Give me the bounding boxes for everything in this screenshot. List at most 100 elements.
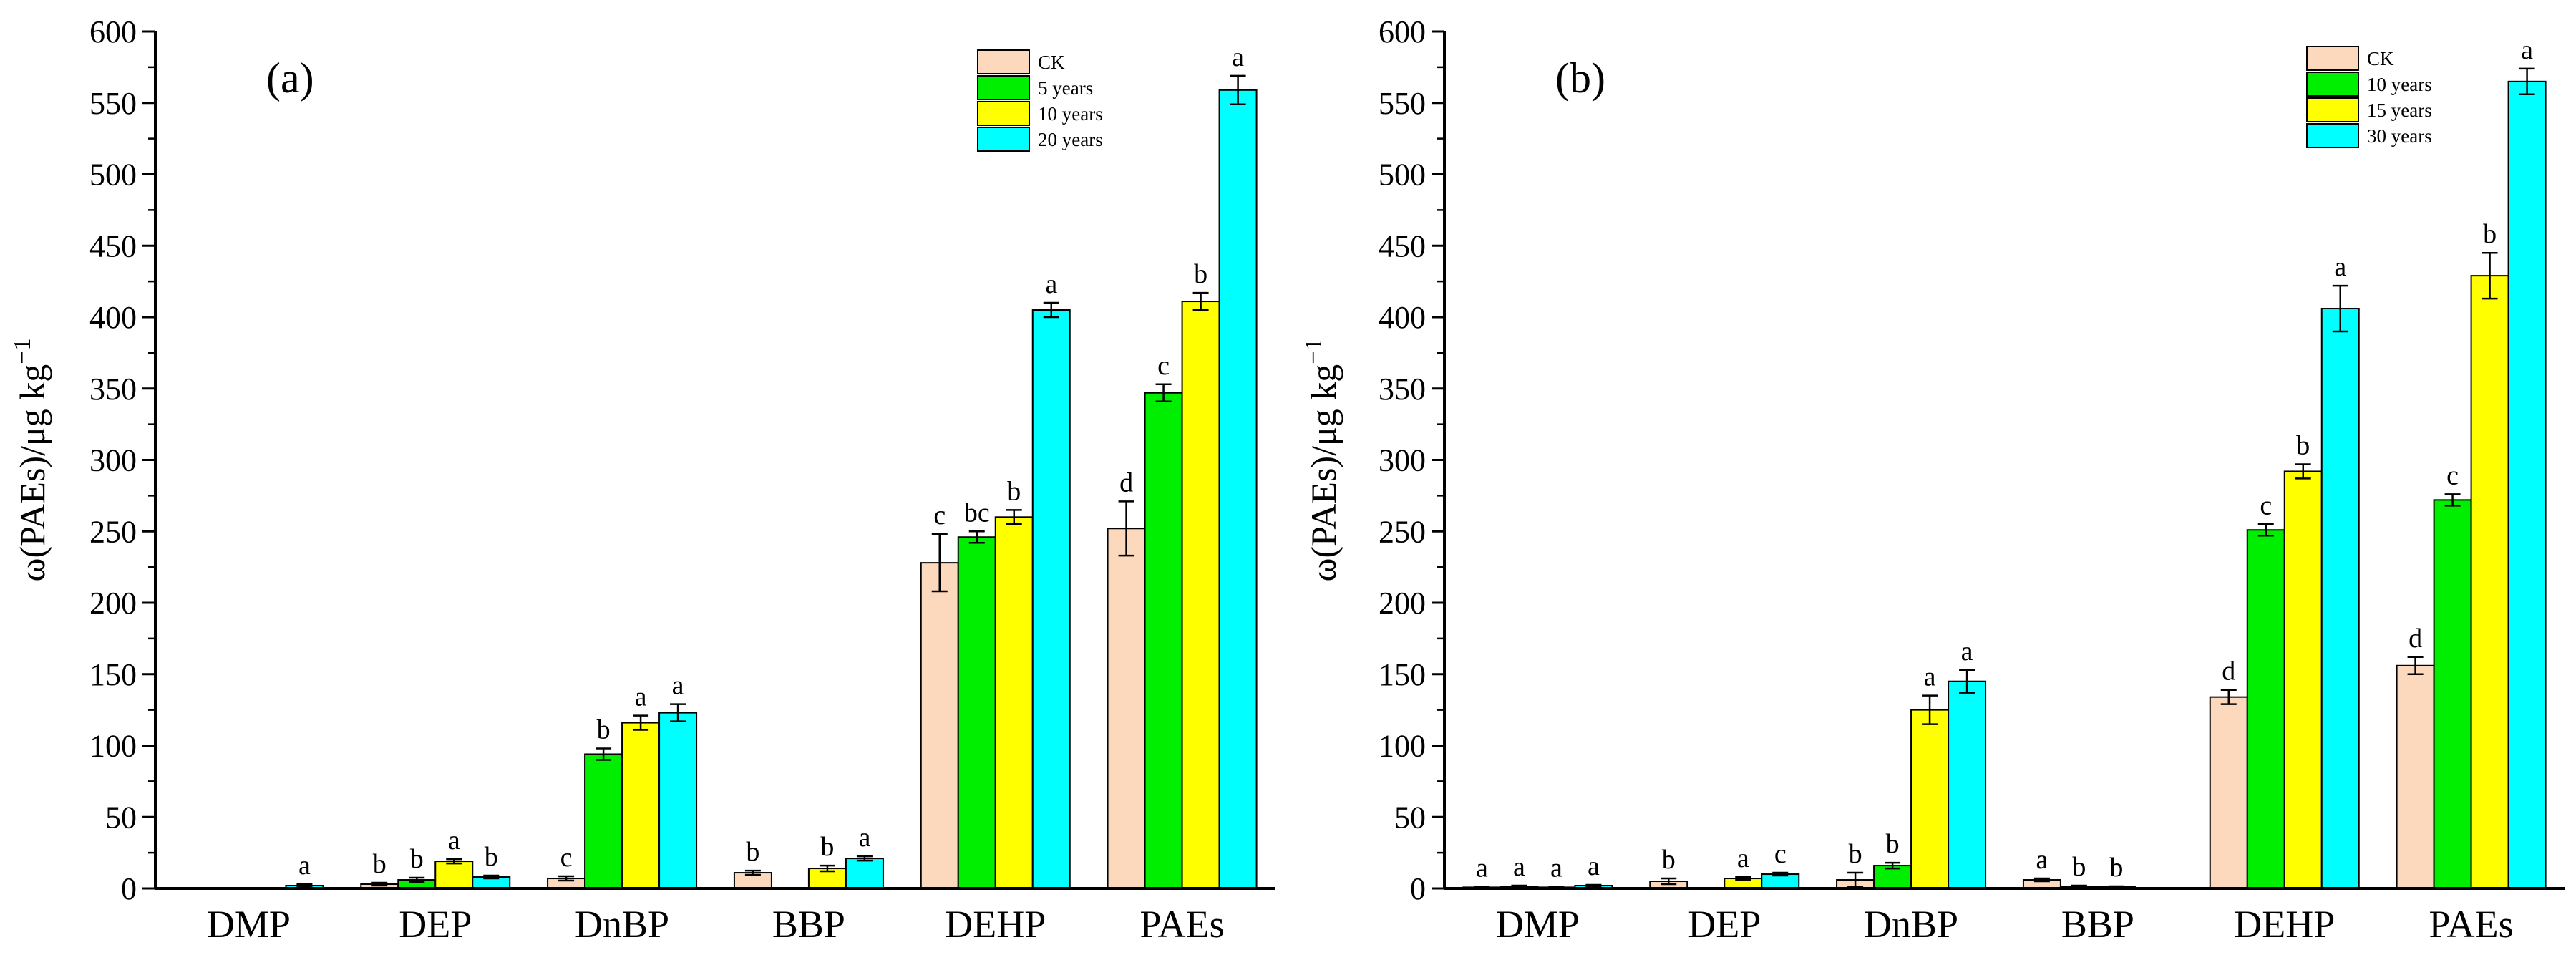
y-tick-label: 300 [89,443,137,478]
significance-label: b [373,849,387,879]
x-tick-label: DEHP [2234,903,2335,946]
bar-PAEs-5-years [1144,392,1183,889]
legend-label: 30 years [2367,125,2432,147]
bar-DEHP-10-years [994,516,1034,889]
bar-PAEs-15-years [2470,275,2509,889]
bar-DnBP-30-years [1948,680,1987,889]
legend-label: 10 years [1038,103,1103,125]
x-tick-label: DMP [207,903,291,946]
significance-label: a [1737,843,1749,873]
panel-label: (a) [266,54,314,102]
y-axis-label-superscript: −1 [1301,339,1327,364]
bar-DEHP-CK [2209,696,2248,889]
legend-swatch [977,49,1030,74]
y-tick-label: 100 [89,729,137,764]
significance-label: b [2483,219,2497,249]
y-tick-label: 500 [1379,157,1426,193]
y-tick-label: 350 [1379,372,1426,407]
legend-swatch [2306,97,2359,122]
legend-swatch [977,75,1030,100]
bar-DnBP-5-years [584,753,623,889]
significance-label: a [1924,662,1936,692]
significance-label: a [448,825,460,855]
significance-label: b [1194,259,1207,289]
significance-label: b [2296,430,2310,460]
bar-PAEs-CK [1107,528,1146,889]
legend-label: 20 years [1038,129,1103,150]
significance-label: bc [964,498,990,528]
significance-label: b [1886,829,1900,859]
bar-PAEs-10-years [2433,499,2472,889]
bar-DEHP-CK [920,562,959,889]
legend-swatch [2306,123,2359,148]
significance-label: d [1119,467,1133,498]
x-tick-label: DEP [399,903,472,946]
y-tick-label: 550 [89,86,137,121]
bar-PAEs-CK [2396,664,2435,890]
bar-DEHP-10-years [2246,529,2285,889]
y-tick-label: 200 [89,586,137,621]
significance-label: a [1588,851,1600,881]
bar-DnBP-20-years [658,712,698,889]
bar-DnBP-15-years [1910,709,1950,889]
significance-label: c [560,843,573,873]
panel-label: (b) [1555,54,1605,102]
significance-label: b [2072,852,2086,882]
y-axis-label-text: ω(PAEs)/μg kg [1303,364,1343,582]
legend-swatch [2306,72,2359,97]
bar-DEHP-20-years [1031,309,1071,889]
chart-panel-a: 050100150200250300350400450500550600aDMP… [9,14,1275,946]
x-tick-label: PAEs [2429,903,2514,946]
bar-DEP-10-years [434,861,474,889]
significance-label: b [597,714,611,745]
significance-label: c [2446,460,2459,490]
y-axis-label: ω(PAEs)/μg kg−1 [1301,339,1343,582]
x-tick-label: DEHP [945,903,1046,946]
y-tick-label: 600 [1379,14,1426,49]
legend-label: 10 years [2367,74,2432,95]
bar-PAEs-20-years [1218,89,1258,889]
significance-label: a [2036,845,2048,875]
x-tick-label: DnBP [575,903,669,946]
legend-swatch [2306,46,2359,71]
bar-DEHP-5-years [957,536,996,889]
y-axis-label-superscript: −1 [9,339,36,364]
legend-swatch [977,127,1030,152]
y-tick-label: 350 [89,372,137,407]
x-tick-label: DMP [1496,903,1580,946]
significance-label: b [746,837,759,867]
significance-label: b [1849,839,1862,869]
significance-label: a [672,671,684,701]
significance-label: b [485,842,498,872]
significance-label: a [1476,853,1488,883]
significance-label: a [2521,35,2533,65]
y-tick-label: 600 [89,14,137,49]
significance-label: a [635,682,647,712]
significance-label: d [2222,656,2235,687]
legend-label: CK [2367,48,2394,69]
y-tick-label: 0 [121,871,137,906]
y-tick-label: 50 [105,800,137,835]
y-tick-label: 550 [1379,86,1426,121]
significance-label: c [1157,351,1170,381]
significance-label: d [2409,624,2422,654]
y-tick-label: 0 [1410,871,1426,906]
y-tick-label: 150 [89,657,137,692]
y-tick-label: 450 [1379,228,1426,263]
significance-label: b [1007,476,1021,506]
bar-DnBP-10-years [621,722,661,890]
y-tick-label: 400 [89,300,137,335]
legend-label: CK [1038,52,1065,73]
x-tick-label: DnBP [1864,903,1958,946]
significance-label: a [858,823,870,853]
y-tick-label: 200 [1379,586,1426,621]
y-tick-label: 400 [1379,300,1426,335]
y-tick-label: 300 [1379,443,1426,478]
y-tick-label: 250 [1379,514,1426,549]
y-tick-label: 100 [1379,729,1426,764]
y-axis-label: ω(PAEs)/μg kg−1 [9,339,52,582]
legend-swatch [977,101,1030,126]
